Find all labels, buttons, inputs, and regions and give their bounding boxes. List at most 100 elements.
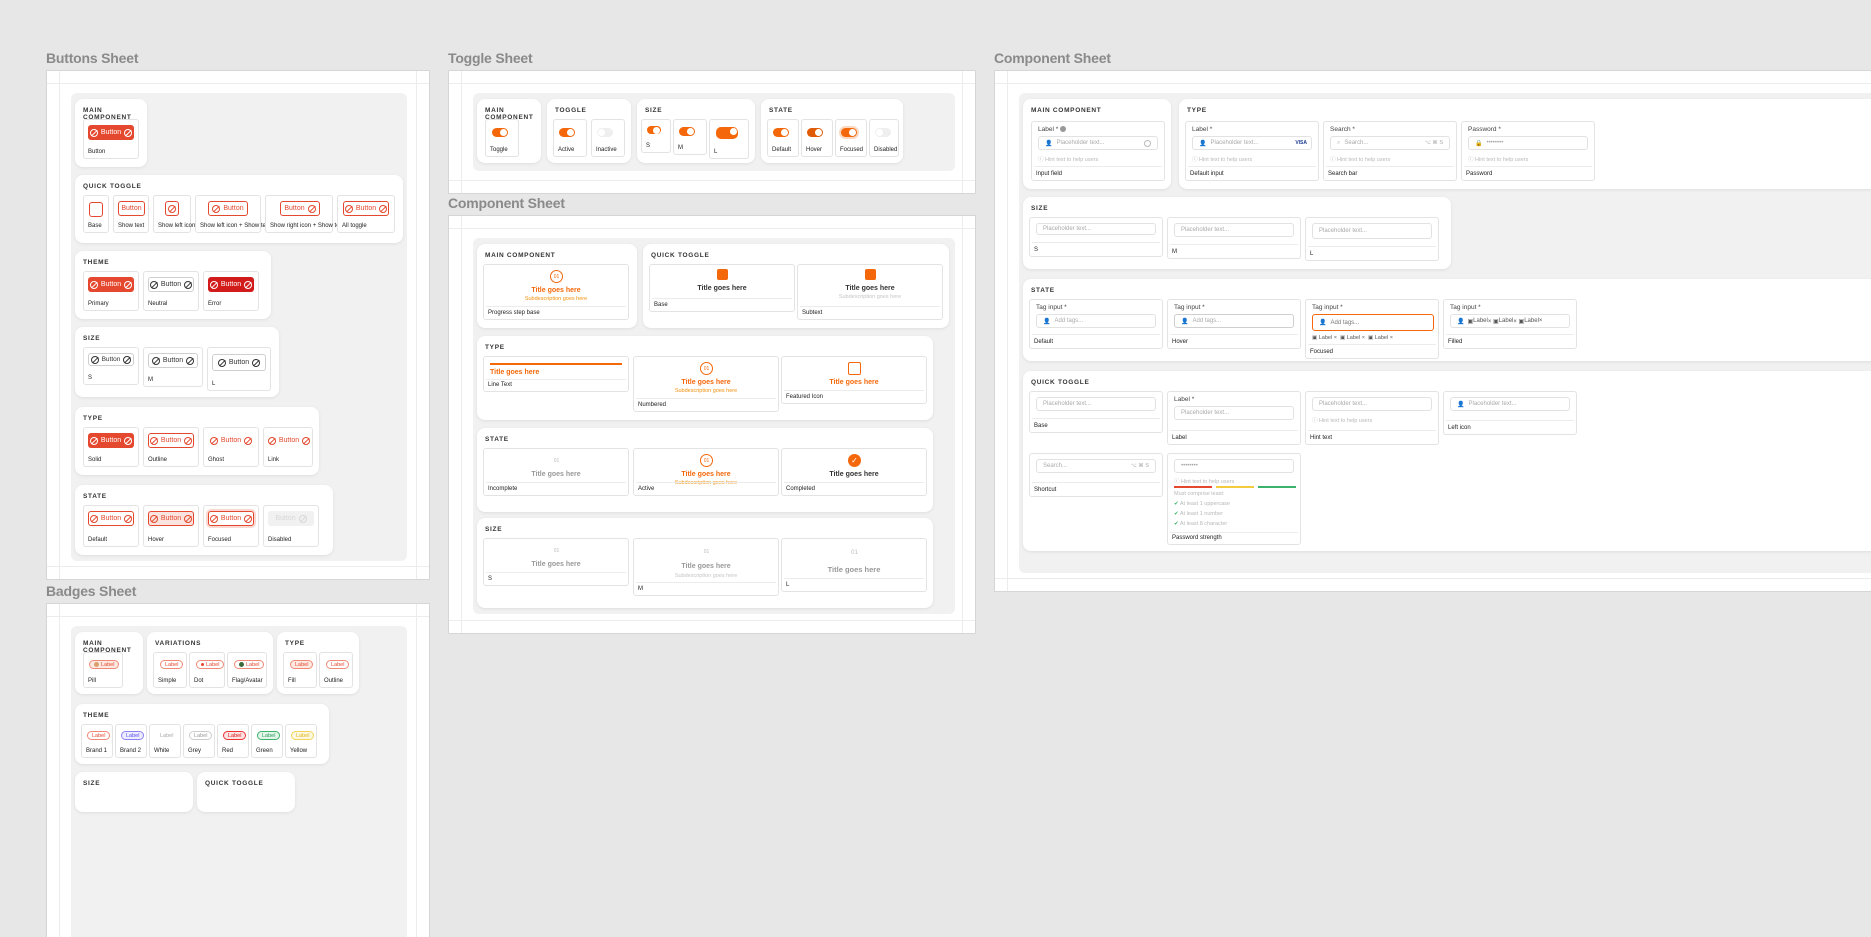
cell-caption: Completed xyxy=(786,486,816,492)
progress-cell: Title goes here Base xyxy=(649,264,795,312)
toggle-hover[interactable] xyxy=(807,128,823,137)
toggle-cell: L xyxy=(709,119,749,159)
lock-icon: 🔒 xyxy=(1475,140,1483,147)
pill-badge: Label xyxy=(89,660,120,669)
input-base[interactable]: Placeholder text... xyxy=(1036,397,1156,411)
button-ghost[interactable]: Button xyxy=(208,433,254,448)
toggle-focused[interactable] xyxy=(841,128,857,137)
button-neutral[interactable]: Button xyxy=(148,277,194,292)
button-solid[interactable]: Button xyxy=(88,433,134,448)
input-field[interactable]: 👤 Placeholder text... xyxy=(1038,136,1158,150)
buttons-sheet[interactable]: MAIN COMPONENT Button Button QUICK TOGGL… xyxy=(46,70,430,580)
badges-sheet[interactable]: MAIN COMPONENT Label Pill VARIATIONS Lab… xyxy=(46,603,430,937)
input-m[interactable]: Placeholder text... xyxy=(1174,223,1294,237)
input-left-icon[interactable]: 👤 Placeholder text... xyxy=(1450,397,1570,411)
badges-frame: MAIN COMPONENT Label Pill VARIATIONS Lab… xyxy=(71,626,407,937)
red-badge: Label xyxy=(223,731,247,740)
cell-caption: Flag/Avatar xyxy=(232,678,263,684)
button-focused[interactable]: Button xyxy=(208,511,254,526)
toggle-cell: Disabled xyxy=(869,119,899,157)
section-title: QUICK TOGGLE xyxy=(83,183,142,190)
toggle-m[interactable] xyxy=(679,127,695,136)
cell-caption: Shortcut xyxy=(1034,487,1057,493)
badge-cell: Label Grey xyxy=(183,724,215,758)
search-input[interactable]: ⌕ Search... ⌥ ⌘ S xyxy=(1330,136,1450,150)
button-all[interactable]: Button xyxy=(343,201,389,216)
input-s[interactable]: Placeholder text... xyxy=(1036,223,1156,235)
button-hover[interactable]: Button xyxy=(148,511,194,526)
input-cell: Tag input * 👤 ▣ Label × ▣ Label × ▣ Label… xyxy=(1443,299,1577,349)
button-left-icon-text[interactable]: Button xyxy=(208,201,248,216)
quick-cell: Base xyxy=(83,195,109,233)
toggle-s[interactable] xyxy=(647,126,661,134)
cell-caption: Active xyxy=(558,147,575,153)
section-title: TYPE xyxy=(1187,107,1207,114)
input-sheet[interactable]: MAIN COMPONENT Label * 👤 Placeholder text… xyxy=(994,70,1871,592)
button-primary[interactable]: Button xyxy=(88,277,134,292)
toggle-active[interactable] xyxy=(559,128,575,137)
step-title: Title goes here xyxy=(531,471,581,478)
button-link[interactable]: Button xyxy=(266,433,312,448)
button-right-icon-text[interactable]: Button xyxy=(280,201,320,216)
button-m[interactable]: Button xyxy=(148,353,198,368)
tag-input[interactable]: 👤 Add tags... xyxy=(1036,314,1156,328)
badge-cell: Label Flag/Avatar xyxy=(227,652,267,688)
input-field[interactable]: 👤 Placeholder text... VISA xyxy=(1192,136,1312,150)
cell-caption: Brand 2 xyxy=(120,748,142,754)
quick-cell: Show left icon xyxy=(153,195,195,233)
toggle-inactive[interactable] xyxy=(597,128,613,137)
button-s[interactable]: Button xyxy=(88,353,134,366)
badge-cell: Label Pill xyxy=(83,652,123,688)
button-primary[interactable]: Button xyxy=(88,125,134,140)
toggle-sheet[interactable]: MAIN COMPONENT Toggle TOGGLE Active Inac… xyxy=(448,70,976,194)
cell-caption: Password xyxy=(1466,171,1493,177)
button-base[interactable] xyxy=(89,202,103,217)
button-outline[interactable]: Button xyxy=(148,433,194,448)
check-icon: ✔ xyxy=(1174,521,1179,527)
field-label: Tag input * xyxy=(1174,304,1205,311)
badge-quick-card: QUICK TOGGLE xyxy=(197,772,295,812)
ban-icon xyxy=(89,514,98,523)
input-frame: MAIN COMPONENT Label * 👤 Placeholder text… xyxy=(1019,93,1871,573)
input-label[interactable]: Placeholder text... xyxy=(1174,406,1294,420)
progress-cell: Title goes here Featured Icon xyxy=(781,356,927,404)
input-shortcut[interactable]: Search... ⌥ ⌘ S xyxy=(1036,459,1156,473)
tag-input-focused[interactable]: 👤 Add tags... xyxy=(1312,314,1434,331)
progress-sheet[interactable]: MAIN COMPONENT 01 Title goes here Subdes… xyxy=(448,215,976,634)
cell-caption: M xyxy=(148,377,153,383)
type-cell: Button Ghost xyxy=(203,427,259,467)
tag-input-hover[interactable]: 👤 Add tags... xyxy=(1174,314,1294,328)
input-type-card: TYPE Label * 👤 Placeholder text... VISA ⓘ … xyxy=(1179,99,1871,189)
progress-sheet-title: Component Sheet xyxy=(448,195,565,211)
step-subtitle: Subdescription goes here xyxy=(838,294,902,300)
toggle-size-card: SIZE S M L xyxy=(637,99,755,163)
white-badge: Label xyxy=(155,731,179,740)
section-title: STATE xyxy=(1031,287,1055,294)
help-circle-icon xyxy=(1144,140,1151,147)
cell-caption: Error xyxy=(208,301,222,307)
input-cell: Placeholder text... ⓘ Hint text to help … xyxy=(1305,391,1439,445)
button-text[interactable]: Button xyxy=(118,201,145,216)
input-l[interactable]: Placeholder text... xyxy=(1312,223,1432,239)
button-error[interactable]: Button xyxy=(208,277,254,292)
button-left-icon[interactable] xyxy=(165,201,179,216)
section-title: SIZE xyxy=(83,780,101,787)
password-input[interactable]: 🔒 •••••••• xyxy=(1468,136,1588,150)
toggle-switch[interactable] xyxy=(492,128,508,137)
toggle-default[interactable] xyxy=(773,128,789,137)
input-hint[interactable]: Placeholder text... xyxy=(1312,397,1432,411)
toggle-main-card: MAIN COMPONENT Toggle xyxy=(477,99,541,163)
input-state-card: STATE Tag input * 👤 Add tags... Default T… xyxy=(1023,279,1871,361)
badge-variations-card: VARIATIONS Label Simple Label Dot Label … xyxy=(147,632,273,694)
ban-icon xyxy=(217,358,226,367)
step-title: Title goes here xyxy=(681,379,731,386)
button-default[interactable]: Button xyxy=(88,511,134,526)
toggle-l[interactable] xyxy=(716,127,738,139)
input-cell: Label * Placeholder text... Label xyxy=(1167,391,1301,445)
cell-caption: Active xyxy=(638,486,655,492)
step-title: Title goes here xyxy=(531,287,581,294)
tag-input-filled[interactable]: 👤 ▣ Label × ▣ Label × ▣ Label × xyxy=(1450,314,1570,328)
password-strength-input[interactable]: •••••••• xyxy=(1174,459,1294,473)
button-l[interactable]: Button xyxy=(212,354,266,371)
state-cell: Button Focused xyxy=(203,505,259,547)
